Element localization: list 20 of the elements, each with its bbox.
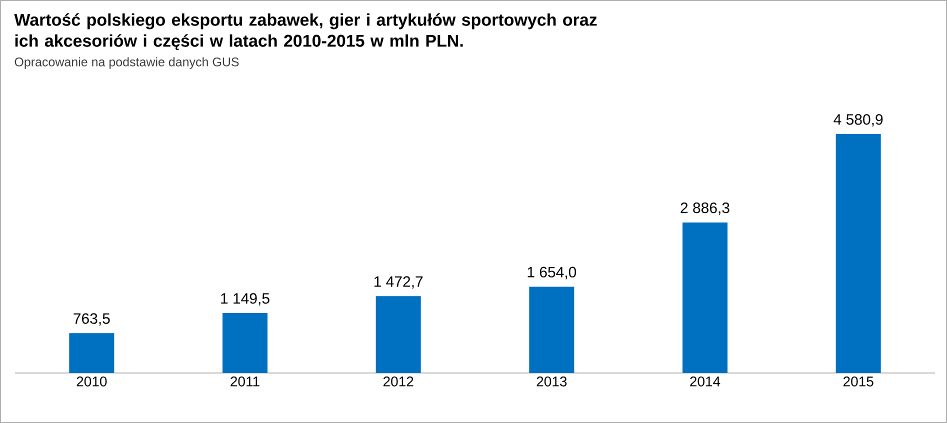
bar [529, 286, 574, 373]
bar [69, 333, 114, 373]
data-label: 763,5 [74, 313, 110, 326]
bar [222, 313, 268, 373]
x-tick-label: 2014 [690, 376, 720, 386]
data-label: 1 149,5 [221, 293, 270, 306]
data-label: 4 580,9 [834, 114, 883, 127]
x-tick-label: 2013 [536, 376, 567, 386]
x-tick-label: 2012 [383, 376, 414, 386]
data-label: 1 472,7 [374, 276, 423, 289]
x-tick-label: 2015 [843, 376, 874, 386]
chart-title: Wartość polskiego eksportu zabawek, gier i artykułów sportowych oraz ich akcesoriów i części w latach 2010-2015 w mln PLN. [14, 13, 597, 50]
bar [682, 222, 728, 373]
x-tick-label: 2011 [230, 376, 260, 386]
x-tick-label: 2010 [76, 376, 107, 386]
chart-subtitle: Opracowanie na podstawie danych GUS [14, 57, 239, 69]
bar [836, 134, 881, 373]
bar [376, 296, 421, 373]
data-label: 2 886,3 [680, 202, 730, 215]
data-label: 1 654,0 [528, 266, 576, 280]
